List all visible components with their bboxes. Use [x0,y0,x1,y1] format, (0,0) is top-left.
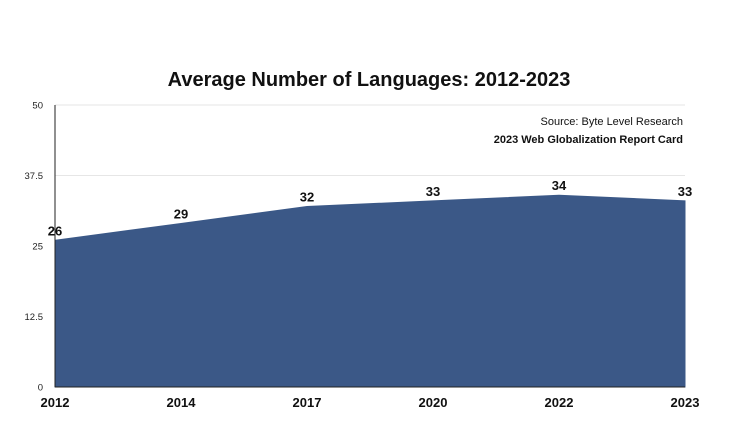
y-tick-label: 50 [32,101,43,112]
data-label: 32 [300,190,314,205]
x-tick-label: 2022 [545,395,574,410]
data-label: 29 [174,206,188,221]
data-label: 26 [48,223,62,238]
area-fill [54,194,686,388]
chart-title: Average Number of Languages: 2012-2023 [168,69,571,91]
data-label: 33 [678,184,692,199]
report-annotation: 2023 Web Globalization Report Card [494,134,683,146]
data-labels: 26 29 32 33 34 33 [48,178,692,238]
x-tick-label: 2023 [671,395,700,410]
axes [54,105,685,388]
x-axis-tick-labels: 2012 2014 2017 2020 2022 2023 [41,395,700,410]
y-axis-tick-labels: 0 12.5 25 37.5 50 [25,101,44,394]
y-tick-label: 12.5 [25,312,44,323]
y-tick-label: 25 [32,242,43,253]
data-label: 34 [552,178,567,193]
source-annotation: Source: Byte Level Research [541,116,683,128]
x-tick-label: 2017 [293,395,322,410]
data-label: 33 [426,184,440,199]
y-tick-label: 37.5 [25,171,44,182]
area-series [54,194,686,388]
y-tick-label: 0 [38,383,43,394]
x-tick-label: 2020 [419,395,448,410]
x-tick-label: 2014 [167,395,197,410]
x-tick-label: 2012 [41,395,70,410]
